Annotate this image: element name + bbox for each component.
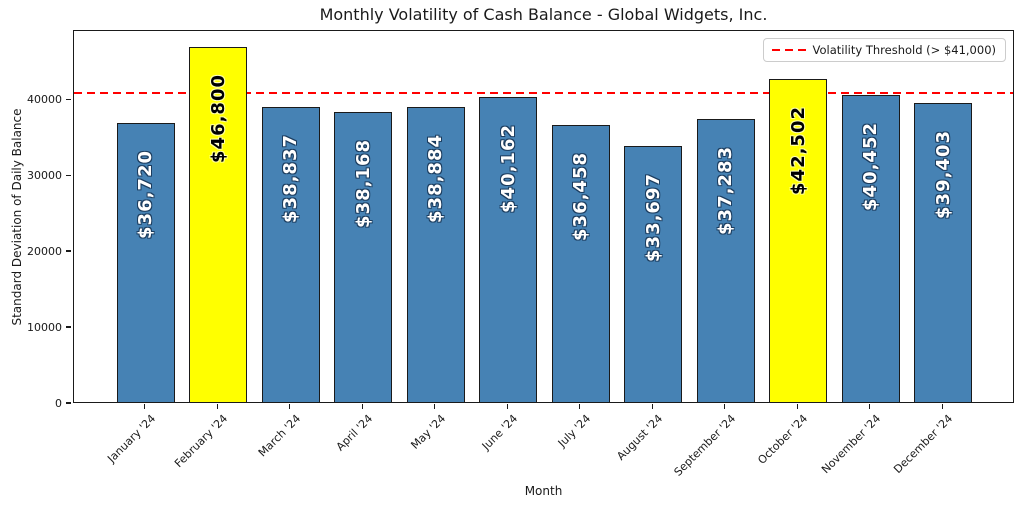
bar-value-label: $46,800 [207,73,229,163]
x-tick-mark [216,404,218,409]
y-tick-label-0: 0 [55,396,62,410]
bar-value-label: $38,837 [280,134,302,224]
x-tick-mark [651,404,653,409]
y-tick-label-30000: 30000 [27,168,62,182]
bar-july-24: $36,458 [551,125,610,402]
y-tick-mark [66,402,71,404]
bar-value-label: $40,452 [860,121,882,211]
x-tick-label-january-24: January '24 [104,412,158,466]
x-tick-label-july-24: July '24 [555,412,593,450]
x-tick-label-april-24: April '24 [333,412,376,454]
x-tick-label-november-24: November '24 [818,412,883,477]
x-tick-mark [289,404,291,409]
x-tick-label-august-24: August '24 [614,412,666,463]
bar-december-24: $39,403 [914,102,973,402]
x-tick-label-february-24: February '24 [172,412,231,471]
chart-title: Monthly Volatility of Cash Balance - Glo… [319,5,768,24]
y-tick-mark [66,326,71,328]
bar-february-24: $46,800 [189,46,248,402]
x-tick-label-may-24: May '24 [408,412,448,452]
x-tick-mark [941,404,943,409]
bar-september-24: $37,283 [696,119,755,402]
x-tick-mark [724,404,726,409]
x-tick-mark [506,404,508,409]
x-tick-mark [579,404,581,409]
x-tick-label-march-24: March '24 [255,412,303,460]
y-axis-label: Standard Deviation of Daily Balance [10,108,24,326]
bar-value-label: $38,168 [352,139,374,229]
bar-value-label: $38,884 [425,133,447,223]
bar-value-label: $39,403 [932,129,954,219]
bar-january-24: $36,720 [116,123,175,402]
bar-value-label: $36,720 [135,150,157,240]
bar-october-24: $42,502 [769,79,828,402]
x-tick-label-september-24: September '24 [671,412,738,479]
bar-june-24: $40,162 [479,97,538,402]
x-tick-label-december-24: December '24 [891,412,956,477]
y-tick-label-10000: 10000 [27,320,62,334]
y-tick-mark [66,98,71,101]
x-axis-label: Month [524,484,563,498]
legend-label: Volatility Threshold (> $41,000) [812,43,996,57]
bar-may-24: $38,884 [406,106,465,402]
x-tick-mark [796,404,798,409]
bar-value-label: $40,162 [497,124,519,214]
x-tick-mark [434,404,436,409]
bar-value-label: $33,697 [642,173,664,263]
plot-area: Volatility Threshold (> $41,000) $36,720… [73,30,1014,403]
bar-value-label: $36,458 [570,152,592,242]
dashed-line-icon [771,49,806,51]
y-tick-mark [66,174,71,176]
bar-april-24: $38,168 [334,112,393,402]
x-tick-label-june-24: June '24 [479,412,521,453]
y-tick-label-40000: 40000 [27,92,62,106]
y-tick-mark [66,250,71,252]
x-tick-mark [869,404,871,409]
bar-august-24: $33,697 [624,146,683,402]
x-tick-mark [144,404,146,409]
bar-value-label: $42,502 [787,106,809,196]
bar-value-label: $37,283 [715,146,737,235]
legend: Volatility Threshold (> $41,000) [762,38,1006,62]
bar-march-24: $38,837 [261,107,320,402]
bar-november-24: $40,452 [841,94,900,402]
y-tick-label-20000: 20000 [27,244,62,258]
x-tick-label-october-24: October '24 [755,412,811,467]
x-tick-mark [361,404,363,409]
threshold-line [74,91,1013,94]
